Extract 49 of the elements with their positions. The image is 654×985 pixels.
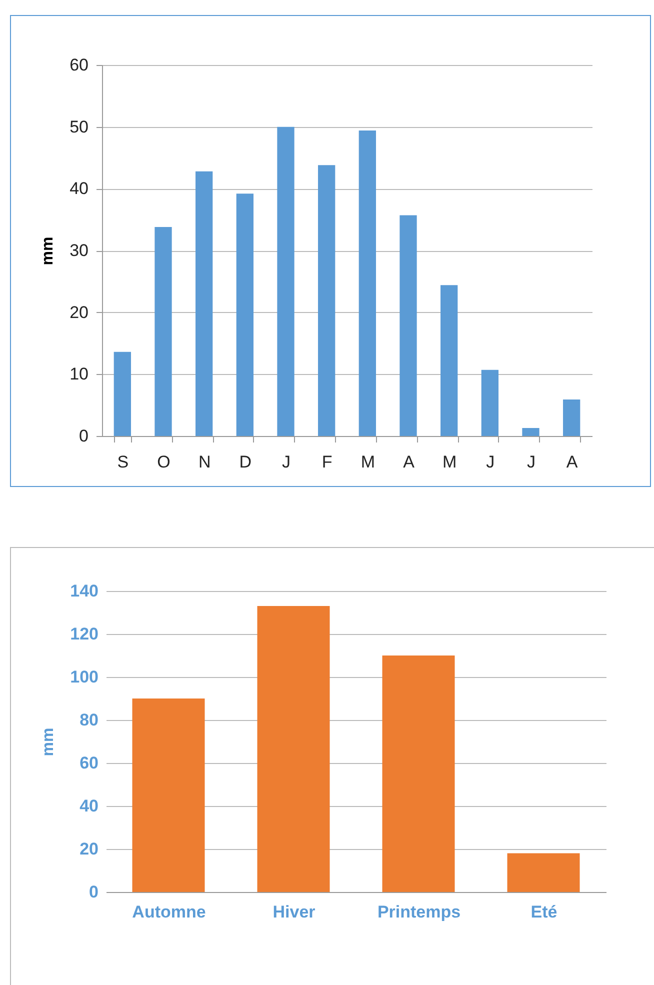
bar [277,126,294,436]
bar [440,285,458,436]
y-tick-label: 10 [70,364,88,384]
x-tick-label: Eté [530,902,558,922]
y-tick-label: 60 [80,754,98,772]
x-tick-label: A [566,452,578,472]
y-tick-label: 20 [80,840,98,858]
bar [382,656,455,892]
x-tick-label: J [527,452,536,472]
x-tick-label: F [322,452,332,472]
bar [507,853,580,892]
x-tick-label: S [117,452,129,472]
y-tick-label: 40 [70,179,88,198]
y-axis-title: mm [40,728,58,756]
x-tick-label: Printemps [377,902,461,922]
y-tick-label: 100 [70,668,98,686]
y-tick-label: 60 [70,56,88,74]
bar [132,698,205,892]
y-tick-label: 0 [89,882,98,902]
y-tick-label: 50 [70,117,88,136]
x-tick-label: O [157,452,170,472]
x-tick-label: J [282,452,290,472]
bar [236,194,254,436]
bar [358,130,376,436]
y-axis-title: mm [40,236,57,266]
y-tick-label: 80 [80,710,98,730]
x-tick-label: A [403,452,416,472]
x-tick-label: J [486,452,495,472]
bar [257,606,330,892]
x-tick-label: Hiver [272,902,316,922]
y-tick-label: 30 [70,241,88,260]
bar [196,171,213,436]
bar [154,227,172,436]
x-tick-label: M [360,452,376,472]
bar [522,428,540,436]
x-tick-label: D [239,452,252,472]
bar [400,215,417,436]
x-tick-label: N [198,452,211,472]
bar [481,370,498,436]
bar [563,400,580,436]
x-tick-label: M [442,452,457,472]
bar [318,165,336,436]
bar [114,352,131,436]
y-tick-label: 40 [80,796,98,816]
y-tick-label: 120 [70,624,98,644]
y-tick-label: 20 [70,302,88,322]
x-tick-label: Automne [132,902,206,922]
y-tick-label: 0 [79,426,88,446]
y-tick-label: 140 [70,582,98,600]
